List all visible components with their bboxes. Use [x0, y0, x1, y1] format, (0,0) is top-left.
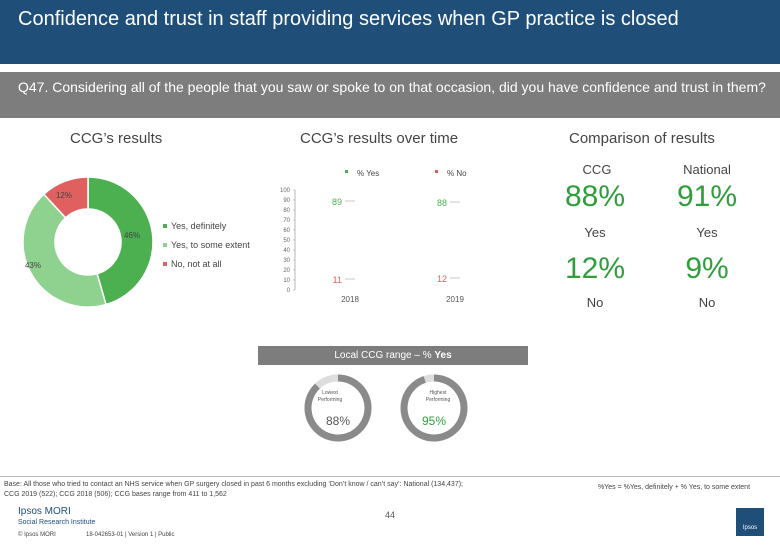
gauge-fill: [304, 374, 372, 442]
legend-swatch: [163, 262, 167, 266]
donut-slice: [87, 176, 154, 306]
ccg-no-label: No: [586, 295, 604, 310]
report-ref: 18-042653-01 | Version 1 | Public: [86, 532, 175, 538]
over-time-title: CCG’s results over time: [300, 130, 459, 147]
y-tick-label: 60: [283, 228, 290, 234]
data-label: 11: [333, 275, 342, 285]
national-yes-value: 91%: [676, 180, 738, 213]
ccg-results-title: CCG’s results: [70, 130, 163, 147]
lowest-label: Lowest Performing: [300, 390, 360, 404]
legend-label: Yes, to some extent: [171, 240, 250, 250]
y-tick-label: 30: [283, 258, 290, 264]
national-yes-label: Yes: [696, 225, 718, 240]
donut-slice: [22, 193, 107, 308]
range-title-prefix: Local CCG range – %: [334, 350, 435, 361]
national-no-value: 9%: [685, 252, 729, 285]
y-tick-label: 70: [283, 218, 290, 224]
base-note: Base: All those who tried to contact an …: [4, 480, 564, 500]
ipsos-logo: Ipsos MORI Social Research Institute: [18, 506, 95, 528]
legend-swatch: [345, 170, 348, 173]
gauge-fill: [400, 374, 468, 442]
ccg-yes-value: 88%: [564, 180, 626, 213]
legend-label: % No: [447, 169, 467, 178]
donut-chart: 46% 43% 12% Yes, definitely Yes, to some ex…: [22, 176, 250, 308]
highest-label-1: Highest: [429, 390, 447, 396]
base-line-2: CCG 2019 (522); CCG 2018 (506); CCG base…: [4, 491, 227, 498]
x-tick-label: 2018: [341, 295, 359, 304]
data-label: 12: [437, 274, 447, 284]
data-label: 89: [332, 197, 342, 207]
donut-slice-label: 12%: [56, 191, 72, 200]
y-tick-label: 10: [283, 278, 290, 284]
lowest-label-2: Performing: [317, 397, 343, 403]
page-title: Confidence and trust in staff providing …: [18, 8, 679, 30]
donut-slice: [42, 176, 89, 219]
y-tick-label: 100: [280, 188, 291, 194]
comparison-title: Comparison of results: [569, 130, 715, 147]
title-bar: [0, 0, 780, 64]
page-number: 44: [384, 510, 395, 520]
local-range-header: Local CCG range – % Yes: [258, 346, 528, 365]
highest-label-2: Performing: [425, 397, 451, 403]
question-bar: [0, 72, 780, 118]
line-chart: % Yes % No 0 10 20 30 40 50 60 70 80 90 100 2018 2019…: [280, 169, 467, 304]
y-tick-label: 20: [283, 268, 290, 274]
donut-slice-label: 43%: [25, 261, 41, 270]
y-tick-label: 50: [283, 238, 290, 244]
legend-label: Yes, definitely: [171, 221, 227, 231]
x-tick-label: 2019: [446, 295, 464, 304]
donut-slice-label: 46%: [124, 231, 140, 240]
national-header: National: [683, 162, 731, 177]
yes-definition-note: %Yes = %Yes, definitely + % Yes, to some…: [598, 484, 751, 491]
legend-swatch: [163, 243, 167, 247]
footer-divider: [0, 476, 780, 477]
data-label: 88: [437, 198, 447, 208]
ipsos-badge: Ipsos: [736, 508, 764, 536]
base-line-1: Base: All those who tried to contact an …: [4, 481, 463, 488]
highest-value: 95%: [421, 414, 447, 428]
ccg-no-value: 12%: [564, 252, 626, 285]
legend-label: % Yes: [357, 169, 379, 178]
legend-swatch: [435, 170, 438, 173]
lowest-label-1: Lowest: [322, 390, 338, 396]
y-tick-label: 0: [287, 288, 291, 294]
ccg-header: CCG: [582, 162, 612, 177]
y-tick-label: 90: [283, 198, 290, 204]
legend-swatch: [163, 224, 167, 228]
highest-label: Highest Performing: [408, 390, 468, 404]
copyright: © Ipsos MORI: [18, 532, 56, 538]
y-tick-label: 80: [283, 208, 290, 214]
national-no-label: No: [698, 295, 716, 310]
legend-label: No, not at all: [171, 259, 222, 269]
range-gauges: [304, 374, 468, 442]
logo-line-1: Ipsos MORI: [18, 506, 71, 517]
range-title-bold: Yes: [434, 350, 452, 361]
logo-line-2: Social Research Institute: [18, 519, 96, 526]
y-tick-label: 40: [283, 248, 290, 254]
lowest-value: 88%: [325, 414, 351, 428]
ccg-yes-label: Yes: [584, 225, 606, 240]
question-text: Q47. Considering all of the people that …: [18, 79, 766, 95]
